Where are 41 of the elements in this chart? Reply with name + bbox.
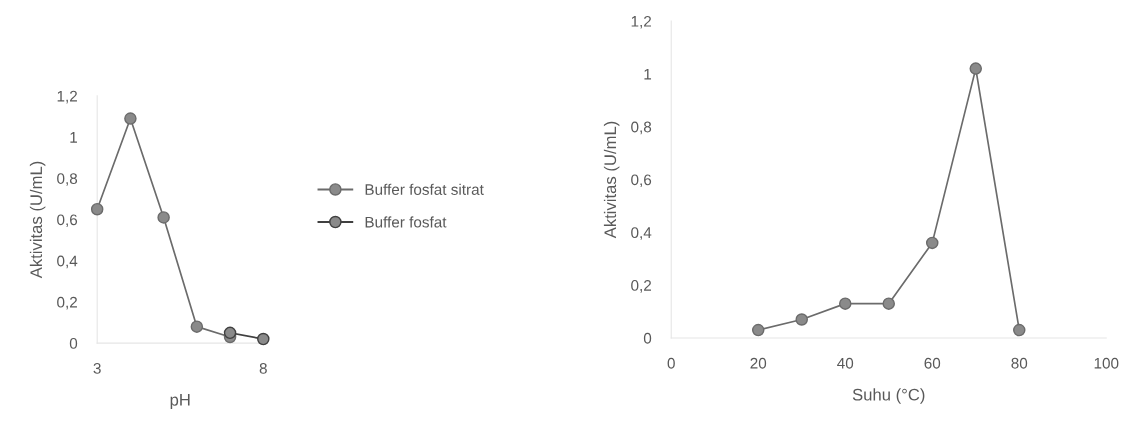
y-tick-label: 1 (70, 132, 77, 143)
y-tick-label: 0,4 (57, 255, 78, 269)
y-tick-label: 0,8 (631, 121, 652, 135)
point (1013, 323, 1026, 337)
x-axis-title: Suhu (°C) (852, 388, 925, 404)
point (257, 332, 270, 346)
y-tick-label: 1,2 (57, 90, 77, 104)
y-tick-label: 1 (644, 68, 652, 80)
legend-label: Buffer fosfat (365, 216, 447, 228)
point (969, 62, 983, 75)
legend-label: Buffer fosfat sitrat (365, 183, 484, 195)
point (925, 236, 939, 250)
y-tick-label: 0,6 (631, 174, 652, 188)
y-tick-label: 0 (69, 338, 78, 349)
x-tick-label: 20 (750, 357, 767, 369)
point (795, 313, 808, 326)
y-tick-label: 0,4 (631, 227, 652, 240)
x-tick-label: 40 (837, 357, 854, 369)
point (751, 323, 765, 337)
y-axis-title: Aktivitas (U/mL) (29, 161, 46, 279)
y-axis-title: Aktivitas (U/mL) (603, 121, 620, 239)
point (223, 326, 237, 340)
x-tick-label: 60 (924, 357, 941, 369)
point (157, 211, 170, 224)
y-tick-label: 0,8 (57, 173, 78, 186)
x-axis-title: pH (170, 394, 190, 410)
x-tick-label: 8 (259, 362, 267, 374)
point (124, 112, 137, 125)
y-tick-label: 0 (643, 332, 652, 344)
y-tick-label: 0,6 (57, 214, 78, 228)
x-tick-label: 80 (1011, 357, 1028, 369)
point (190, 320, 204, 333)
x-tick-label: 100 (1094, 357, 1119, 369)
point (838, 297, 852, 310)
point (90, 202, 104, 216)
y-tick-label: 1,2 (631, 15, 652, 29)
point (882, 297, 895, 310)
y-tick-label: 0,2 (631, 280, 652, 293)
x-tick-label: 3 (93, 362, 101, 374)
y-tick-label: 0,2 (57, 296, 77, 310)
x-tick-label: 0 (667, 357, 675, 369)
